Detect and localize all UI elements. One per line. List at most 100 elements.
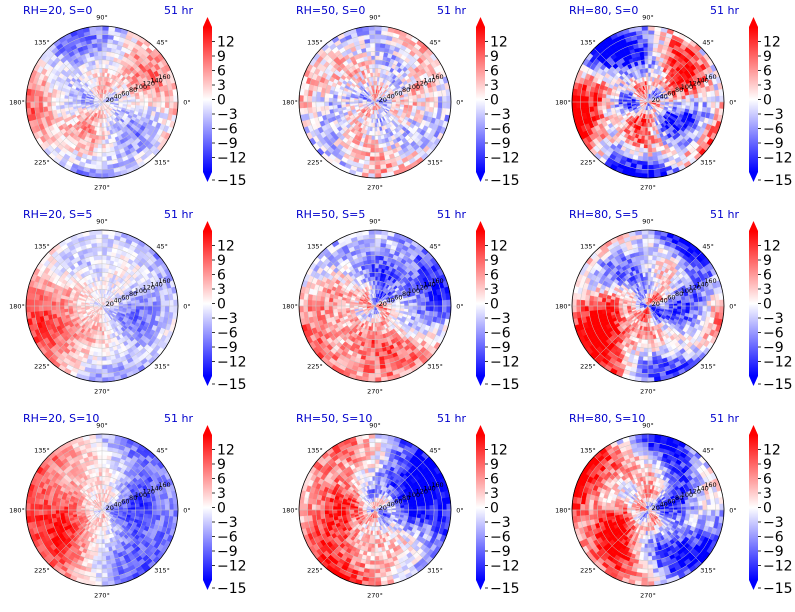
field-cell xyxy=(72,99,77,103)
field-cell xyxy=(425,97,431,103)
field-cell xyxy=(59,98,65,103)
field-cell xyxy=(324,97,329,103)
field-cell xyxy=(710,95,716,103)
colorbar-tick-label: 3 xyxy=(490,78,499,94)
field-cell xyxy=(95,339,100,345)
angular-tick-label: 0° xyxy=(729,99,736,107)
angular-tick-label: 90° xyxy=(96,14,108,22)
field-cell xyxy=(76,99,82,103)
colorbar xyxy=(203,27,212,172)
field-cell xyxy=(97,352,103,357)
field-cell xyxy=(311,96,317,103)
angular-tick-label: 270° xyxy=(367,184,383,192)
field-cell xyxy=(59,101,65,106)
field-cell xyxy=(101,250,107,256)
field-cell xyxy=(369,160,376,166)
field-cell xyxy=(98,335,103,340)
colorbar-tick-label: −15 xyxy=(763,173,793,189)
colorbar-tick-label: 0 xyxy=(763,93,772,109)
field-cell xyxy=(131,101,136,106)
field-cell xyxy=(647,38,654,44)
field-cell xyxy=(101,46,107,52)
field-cell xyxy=(622,99,628,103)
field-cell xyxy=(99,122,103,128)
field-cell xyxy=(104,63,109,69)
field-cell xyxy=(647,68,652,73)
angular-tick-label: 225° xyxy=(580,159,596,167)
colorbar-extend-max xyxy=(476,17,485,27)
field-cell xyxy=(642,160,649,166)
field-cell xyxy=(601,101,607,107)
angular-tick-label: 180° xyxy=(282,99,298,107)
field-cell xyxy=(131,305,136,310)
field-cell xyxy=(101,148,107,153)
field-cell xyxy=(143,97,149,103)
field-cell xyxy=(96,160,103,166)
field-cell xyxy=(101,80,105,86)
field-cell xyxy=(693,105,699,112)
field-cell xyxy=(101,284,105,290)
field-cell xyxy=(647,34,655,40)
field-cell xyxy=(118,101,124,105)
field-cell xyxy=(643,51,649,56)
field-cell xyxy=(173,101,179,109)
field-cell xyxy=(694,97,699,103)
field-cell xyxy=(332,94,338,99)
field-cell xyxy=(650,63,655,69)
field-cell xyxy=(597,101,602,107)
colorbar-tick-label: −12 xyxy=(217,151,247,167)
field-cell xyxy=(315,101,321,108)
angular-tick-label: 135° xyxy=(307,38,323,46)
field-cell xyxy=(101,272,106,277)
field-cell xyxy=(715,95,720,103)
field-cell xyxy=(368,135,373,141)
field-cell xyxy=(374,34,382,40)
field-cell xyxy=(324,101,329,107)
field-cell xyxy=(349,99,355,103)
field-cell xyxy=(374,59,379,65)
colorbar-tick-label: −12 xyxy=(490,151,520,167)
field-cell xyxy=(429,101,435,108)
field-cell xyxy=(63,302,69,307)
field-cell xyxy=(366,143,372,149)
field-cell xyxy=(370,46,376,52)
field-cell xyxy=(336,98,342,103)
field-cell xyxy=(715,101,720,109)
field-cell xyxy=(59,302,65,307)
field-cell xyxy=(639,143,645,149)
angular-tick-label: 45° xyxy=(702,38,714,46)
colorbar-extend-max xyxy=(203,17,212,27)
field-cell xyxy=(341,98,346,103)
field-cell xyxy=(641,164,649,170)
field-cell xyxy=(101,169,109,174)
field-cell xyxy=(651,59,656,65)
field-cell xyxy=(685,101,691,106)
field-cell xyxy=(420,105,426,112)
field-cell xyxy=(365,147,372,153)
colorbar-tick-label: 6 xyxy=(217,64,226,80)
field-cell xyxy=(374,68,379,73)
panel-time-label: 51 hr xyxy=(164,4,193,17)
field-cell xyxy=(55,97,61,103)
field-cell xyxy=(641,25,649,31)
field-cell xyxy=(664,101,670,105)
field-cell xyxy=(584,101,590,108)
field-cell xyxy=(651,51,658,57)
field-cell xyxy=(122,305,128,309)
field-cell xyxy=(76,303,82,307)
field-cell xyxy=(97,259,103,265)
colorbar-tick-label: −9 xyxy=(490,136,511,152)
colorbar-tick-label: −15 xyxy=(490,173,520,189)
field-cell xyxy=(99,331,103,336)
field-cell xyxy=(51,296,57,303)
field-cell xyxy=(446,95,452,103)
field-cell xyxy=(101,352,107,357)
angular-tick-label: 90° xyxy=(642,14,654,22)
field-cell xyxy=(51,301,56,307)
field-cell xyxy=(643,148,649,153)
field-cell xyxy=(597,97,602,103)
field-cell xyxy=(584,96,590,103)
field-cell xyxy=(139,309,145,314)
field-cell xyxy=(368,169,376,174)
field-cell xyxy=(101,34,109,40)
